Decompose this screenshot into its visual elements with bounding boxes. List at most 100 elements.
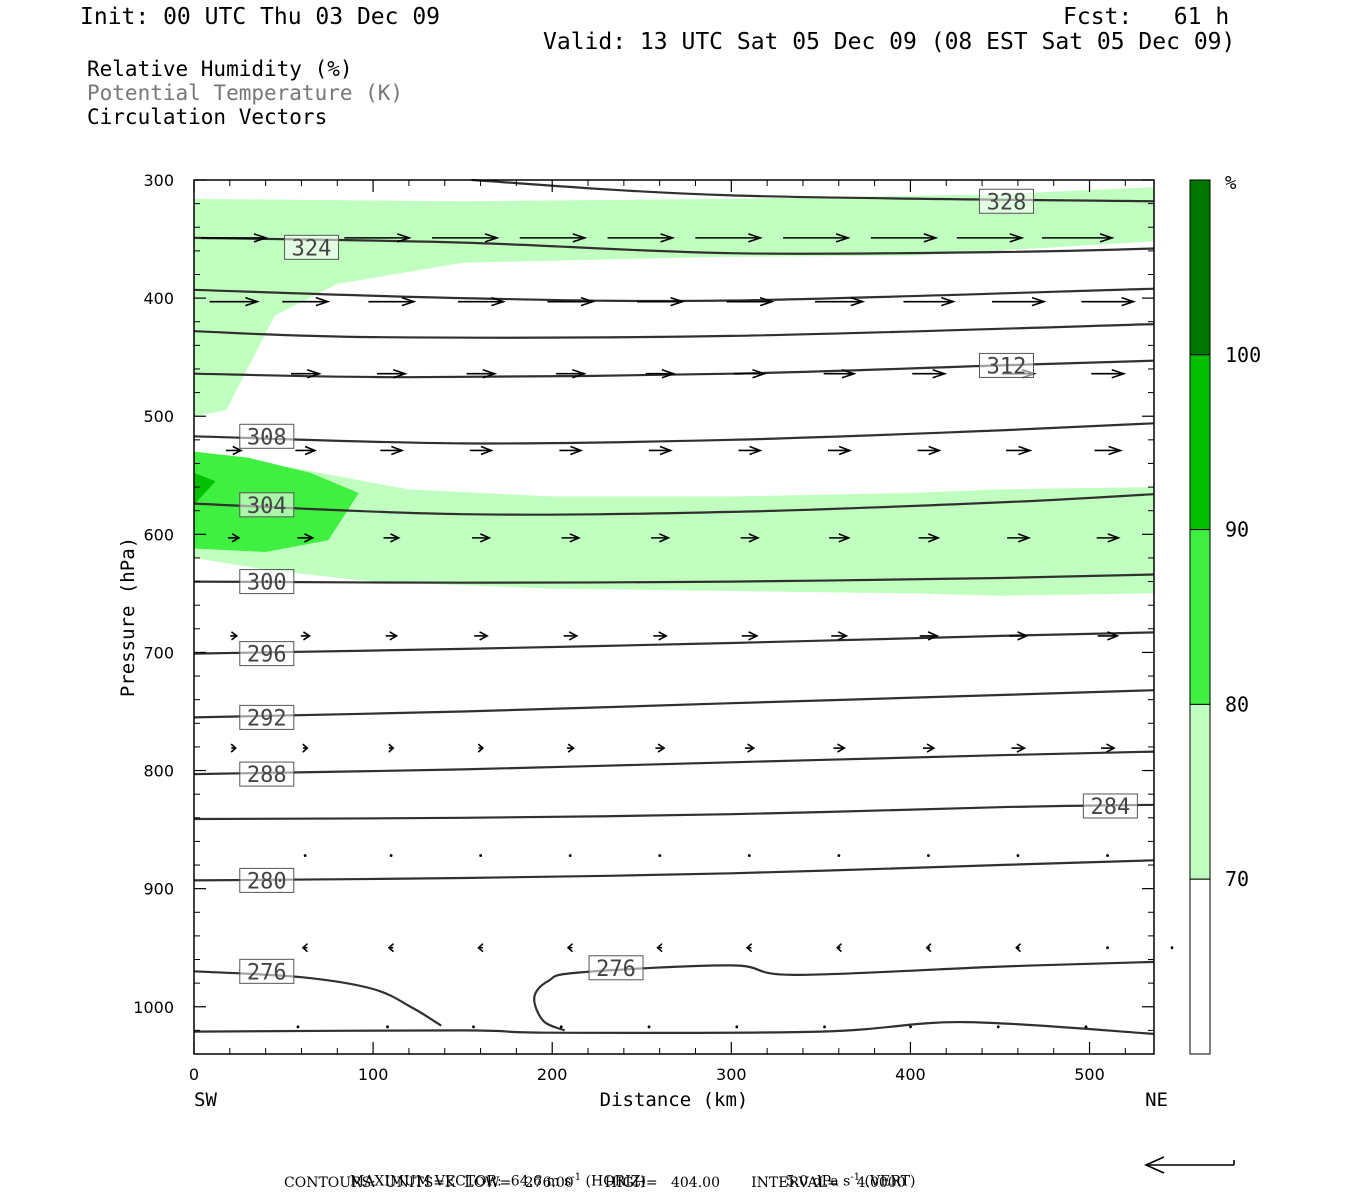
vector-r1-c10-head <box>1121 296 1137 307</box>
vector-r1-c2-head <box>401 296 417 307</box>
y-tick-label-500: 500 <box>143 407 174 426</box>
theta-contour-unlabeled-15 <box>193 1020 1155 1035</box>
vector-r2-c9 <box>1091 368 1127 379</box>
vector-r5-c7 <box>831 631 849 641</box>
x-end-label-right: NE <box>1145 1089 1168 1111</box>
vector-r9-c3-dot <box>559 1025 563 1029</box>
theta-label-box-1 <box>284 234 340 260</box>
vector-r3-c5-head <box>659 445 673 456</box>
vector-r3-c9-head <box>1018 445 1033 456</box>
vector-r7-c5-dot <box>747 854 751 857</box>
vector-r0-c8-head <box>1009 233 1025 243</box>
vector-r0-c0-head <box>253 233 269 243</box>
vector-r4-c3-head <box>479 533 492 543</box>
colorbar-unit: % <box>1225 172 1237 194</box>
vector-r9-c6-dot <box>823 1025 826 1029</box>
theta-contour-304-6 <box>193 493 1155 516</box>
vector-r6-c3-head <box>477 743 485 753</box>
theta-contour-284-11 <box>193 803 1155 821</box>
vector-r4-c2-head <box>390 533 401 543</box>
theta-contour-308-5 <box>193 422 1155 445</box>
vector-r1-c1 <box>282 296 331 307</box>
vector-r5-c8 <box>919 631 940 641</box>
vector-r8-c6 <box>836 943 842 953</box>
theta-label-box-10 <box>239 761 295 787</box>
vector-r4-c10 <box>1096 533 1121 543</box>
colorbar-label-70: 70 <box>1225 867 1249 891</box>
vector-r8-c10 <box>1170 946 1174 950</box>
theta-contour-312-4 <box>193 359 1155 379</box>
vector-r7-c8-dot <box>1016 854 1020 857</box>
colorbar-segment-3 <box>1189 703 1211 880</box>
vector-r7-c2-dot <box>479 854 483 857</box>
vector-r8-c0 <box>301 943 309 953</box>
vector-r3-c4-head <box>570 445 584 456</box>
valid-time: Valid: 13 UTC Sat 05 Dec 09 (08 EST Sat … <box>543 29 1236 55</box>
vector-r3-c10-head <box>1108 445 1124 456</box>
vector-r6-c4 <box>566 743 575 753</box>
vector-r9-c2 <box>472 1025 475 1029</box>
vector-r2-c5-head <box>752 368 768 379</box>
vector-r9-c5-dot <box>735 1025 739 1029</box>
vector-r2-c6 <box>823 368 857 379</box>
vector-r4-c5-head <box>659 533 671 543</box>
reference-vector <box>1144 1156 1235 1174</box>
vert-vector-line: 5.0 dPa s-1 (VERT) <box>777 1156 916 1190</box>
vector-r6-c8-head <box>926 743 936 753</box>
vector-r0-c1 <box>344 233 412 243</box>
vector-r0-c6 <box>783 233 851 243</box>
vector-r1-c0-head <box>245 296 260 307</box>
vector-r2-c3 <box>556 368 587 379</box>
vector-r4-c10-head <box>1107 533 1121 543</box>
theta-label-276-14: 276 <box>596 957 636 982</box>
vector-r4-c4 <box>561 533 581 543</box>
vector-r7-c4 <box>658 854 662 857</box>
vector-r6-c0-head <box>230 743 237 753</box>
vector-r1-c7 <box>815 296 866 307</box>
vector-r5-c9-head <box>1017 631 1029 641</box>
vector-r3-c6-head <box>749 445 763 456</box>
colorbar-label-100: 100 <box>1225 343 1261 367</box>
vector-r6-c2-head <box>388 743 395 753</box>
vector-r8-c8-head <box>1015 943 1022 953</box>
theta-label-box-6 <box>239 492 295 518</box>
theta-contour-316-3 <box>193 323 1155 339</box>
vector-r1-c8-head <box>941 296 956 307</box>
vector-r9-c6 <box>823 1025 826 1029</box>
vector-r3-c9 <box>1006 445 1033 456</box>
vector-r0-c7-head <box>923 233 939 243</box>
vector-r9-c9-dot <box>1084 1025 1088 1029</box>
theta-label-292-9: 292 <box>247 706 287 731</box>
vector-r3-c3-head <box>480 445 494 456</box>
colorbar-segment-4 <box>1189 878 1211 1055</box>
reference-vector-head <box>1144 1156 1165 1174</box>
theta-label-box-5 <box>239 423 295 449</box>
vector-r4-c7 <box>829 533 851 543</box>
vector-r1-c1-head <box>315 296 331 307</box>
vector-r5-c2-head <box>389 631 399 641</box>
vector-r3-c1 <box>295 445 318 456</box>
colorbar-label-90: 90 <box>1225 518 1249 542</box>
vector-r1-c9-head <box>1031 296 1047 307</box>
vector-r8-c3 <box>566 943 574 953</box>
max-vector-line: MAXIMUM VECTOR: 64.6 m s-1 (HORIZ) <box>341 1156 646 1190</box>
vector-r5-c5 <box>653 631 668 641</box>
vector-r2-c1-head <box>392 368 408 379</box>
vector-r7-c9-dot <box>1106 854 1109 857</box>
forecast-hour: Fcst: 61 h <box>1063 4 1230 30</box>
x-end-label-left: SW <box>194 1089 217 1111</box>
vector-r5-c5-head <box>658 631 668 641</box>
vector-r9-c0-dot <box>296 1025 300 1029</box>
vector-r7-c4-dot <box>658 854 662 857</box>
vector-r7-c0 <box>303 854 307 857</box>
vector-r3-c8 <box>917 445 942 456</box>
vector-r5-c3-head <box>479 631 489 641</box>
vector-r2-c1 <box>377 368 408 379</box>
theta-label-296-8: 296 <box>247 643 287 668</box>
vector-r8-c0-head <box>301 943 309 953</box>
vector-r2-c0 <box>291 368 322 379</box>
rh-colorbar: 100 90 80 70 <box>1189 179 1261 1055</box>
max-vector-horiz: (HORIZ) <box>581 1173 646 1190</box>
vector-r7-c6 <box>837 854 841 857</box>
vector-r6-c10 <box>1101 743 1116 753</box>
